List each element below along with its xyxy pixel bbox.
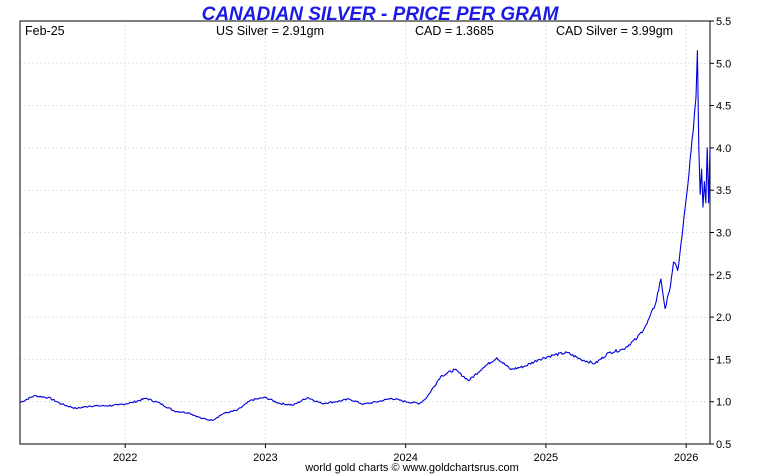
header-us-silver: US Silver = 2.91gm [216,24,324,38]
x-axis-ticks: 2022 2023 2024 2025 2026 [113,444,698,464]
x-tick-label: 2023 [253,452,277,464]
y-tick-label: 3.0 [716,228,731,240]
chart-title: CANADIAN SILVER - PRICE PER GRAM [202,4,560,25]
y-tick-label: 1.0 [716,397,731,409]
y-tick-label: 5.0 [716,58,731,70]
x-tick-label: 2026 [674,452,698,464]
y-tick-label: 3.5 [716,185,731,197]
header-date: Feb-25 [25,24,65,38]
header-cad-rate: CAD = 1.3685 [415,24,494,38]
grid-layer [20,21,710,444]
y-tick-label: 4.5 [716,101,731,113]
x-tick-label: 2024 [393,452,417,464]
footer-credit: world gold charts © www.goldchartsrus.co… [304,462,519,474]
y-axis-ticks: 0.5 1.0 1.5 2.0 2.5 3.0 3.5 4.0 4.5 5.0 5.5 [710,16,731,451]
y-tick-label: 1.5 [716,354,731,366]
x-tick-label: 2025 [534,452,558,464]
y-tick-label: 0.5 [716,439,731,451]
y-tick-label: 4.0 [716,143,731,155]
y-tick-label: 5.5 [716,16,731,28]
series-line-cad-silver [19,50,711,422]
y-tick-label: 2.5 [716,270,731,282]
y-tick-label: 2.0 [716,312,731,324]
x-tick-label: 2022 [113,452,137,464]
header-cad-silver: CAD Silver = 3.99gm [556,24,673,38]
